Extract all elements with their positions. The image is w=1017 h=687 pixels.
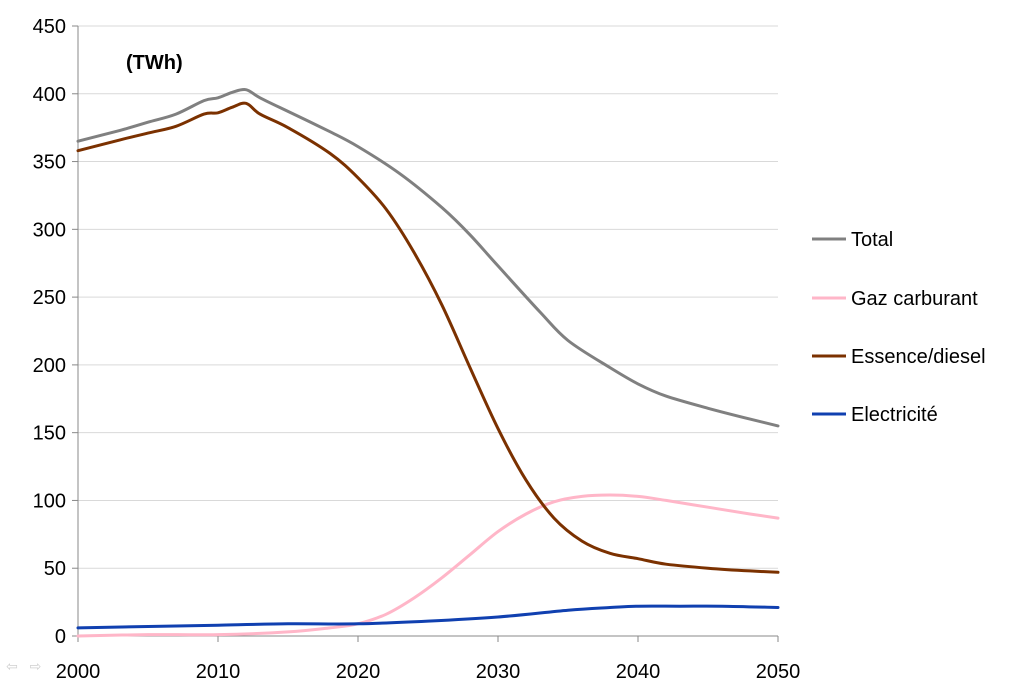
y-tick-label: 100 bbox=[33, 490, 66, 512]
y-tick-label: 50 bbox=[44, 558, 66, 580]
x-tick-label: 2020 bbox=[336, 661, 381, 683]
legend-label: Gaz carburant bbox=[851, 288, 978, 310]
y-tick-label: 150 bbox=[33, 423, 66, 445]
x-tick-label: 2000 bbox=[56, 661, 101, 683]
legend: Total Gaz carburant Essence/diesel Electric… bbox=[812, 229, 986, 426]
legend-item-electricit-: Electricité bbox=[812, 404, 938, 426]
y-tick-label: 350 bbox=[33, 152, 66, 174]
y-tick-label: 400 bbox=[33, 84, 66, 106]
series-line-essence-diesel bbox=[76, 101, 780, 574]
legend-label: Electricité bbox=[851, 404, 938, 426]
unit-label: (TWh) bbox=[126, 52, 183, 74]
legend-item-essence-diesel: Essence/diesel bbox=[812, 346, 986, 368]
series-line-total bbox=[76, 88, 780, 428]
y-tick-label: 250 bbox=[33, 287, 66, 309]
x-axis-ticks: 2000 2010 2020 2030 2040 2050 bbox=[56, 636, 801, 683]
x-tick-label: 2050 bbox=[756, 661, 801, 683]
gridlines bbox=[78, 25, 778, 569]
legend-label: Total bbox=[851, 229, 893, 251]
y-tick-label: 300 bbox=[33, 219, 66, 241]
y-axis-ticks: 0 50 100 150 200 250 300 350 400 450 bbox=[33, 16, 78, 648]
legend-item-gaz-carburant: Gaz carburant bbox=[812, 288, 978, 310]
series-line-gaz-carburant bbox=[76, 493, 780, 638]
y-tick-label: 200 bbox=[33, 355, 66, 377]
x-tick-label: 2010 bbox=[196, 661, 241, 683]
y-tick-label: 0 bbox=[55, 626, 66, 648]
series-lines bbox=[76, 88, 780, 638]
x-tick-label: 2030 bbox=[476, 661, 521, 683]
axes bbox=[77, 26, 778, 637]
series-line-electricit- bbox=[76, 604, 780, 630]
x-tick-label: 2040 bbox=[616, 661, 661, 683]
legend-label: Essence/diesel bbox=[851, 346, 986, 368]
slide-nav-arrows[interactable]: ⇦ ⇨ bbox=[6, 658, 46, 674]
y-tick-label: 450 bbox=[33, 16, 66, 38]
legend-item-total: Total bbox=[812, 229, 893, 251]
